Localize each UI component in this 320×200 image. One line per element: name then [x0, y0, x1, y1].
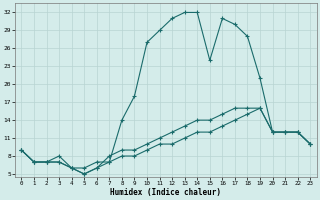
X-axis label: Humidex (Indice chaleur): Humidex (Indice chaleur) — [110, 188, 221, 197]
